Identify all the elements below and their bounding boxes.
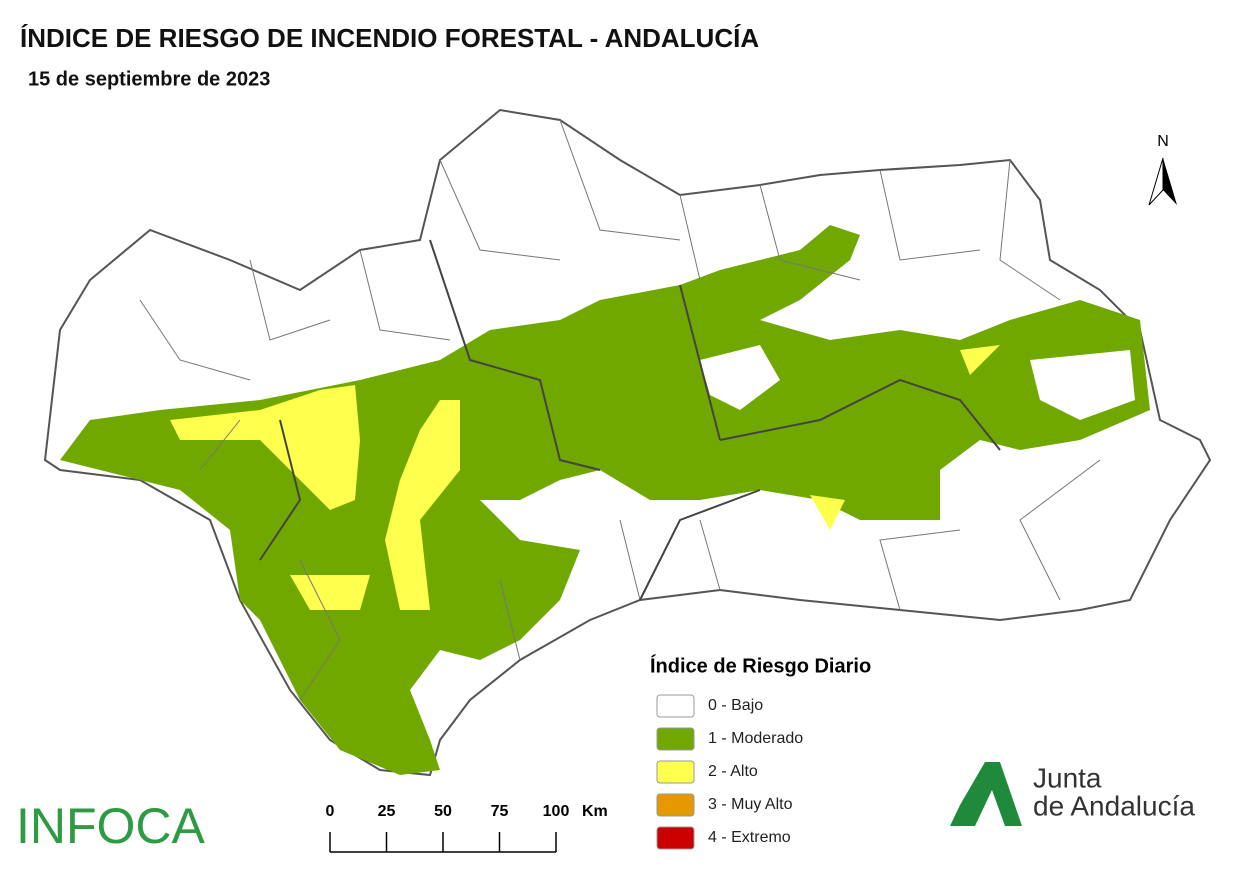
legend-title: Índice de Riesgo Diario — [650, 654, 871, 677]
boundaries — [139, 119, 1101, 701]
legend-swatch — [656, 694, 695, 718]
north-label: N — [1157, 133, 1169, 150]
region — [960, 345, 1000, 375]
region — [1030, 350, 1135, 420]
arrow-right — [1163, 158, 1177, 205]
region — [170, 385, 360, 510]
north-arrow: N — [1148, 133, 1177, 206]
legend-label: 0 - Bajo — [708, 697, 763, 714]
junta-text: de Andalucía — [1033, 790, 1195, 821]
scale-label: 50 — [434, 803, 452, 820]
legend-label: 4 - Extremo — [708, 829, 791, 846]
legend-label: 2 - Alto — [708, 763, 758, 780]
legend-swatch — [656, 826, 695, 850]
junta-logo: Junta de Andalucía — [950, 762, 1195, 826]
junta-text: Junta — [1033, 762, 1102, 793]
region — [60, 225, 1150, 775]
scale-label: 75 — [491, 803, 509, 820]
legend-swatch — [656, 760, 695, 784]
region — [290, 575, 370, 610]
title: ÍNDICE DE RIESGO DE INCENDIO FORESTAL - … — [20, 23, 759, 53]
scale-bar: 0 25 50 75 100 Km — [326, 803, 608, 853]
scale-label: 25 — [378, 803, 396, 820]
arrow-left — [1148, 157, 1164, 206]
region — [385, 400, 460, 610]
region — [700, 345, 780, 410]
date: 15 de septiembre de 2023 — [28, 68, 270, 90]
junta-symbol — [950, 762, 1022, 826]
legend-label: 1 - Moderado — [708, 730, 803, 747]
region — [810, 495, 845, 530]
legend: 0 - Bajo 1 - Moderado 2 - Alto 3 - Muy Alto… — [656, 694, 803, 850]
infoca-logo: INFOCA — [16, 798, 206, 854]
scale-label: 0 — [326, 803, 335, 820]
scale-unit: Km — [582, 803, 608, 820]
legend-swatch — [656, 727, 695, 751]
legend-label: 3 - Muy Alto — [708, 796, 793, 813]
legend-swatch — [656, 793, 695, 817]
map — [43, 108, 1212, 777]
scale-label: 100 — [543, 803, 570, 820]
